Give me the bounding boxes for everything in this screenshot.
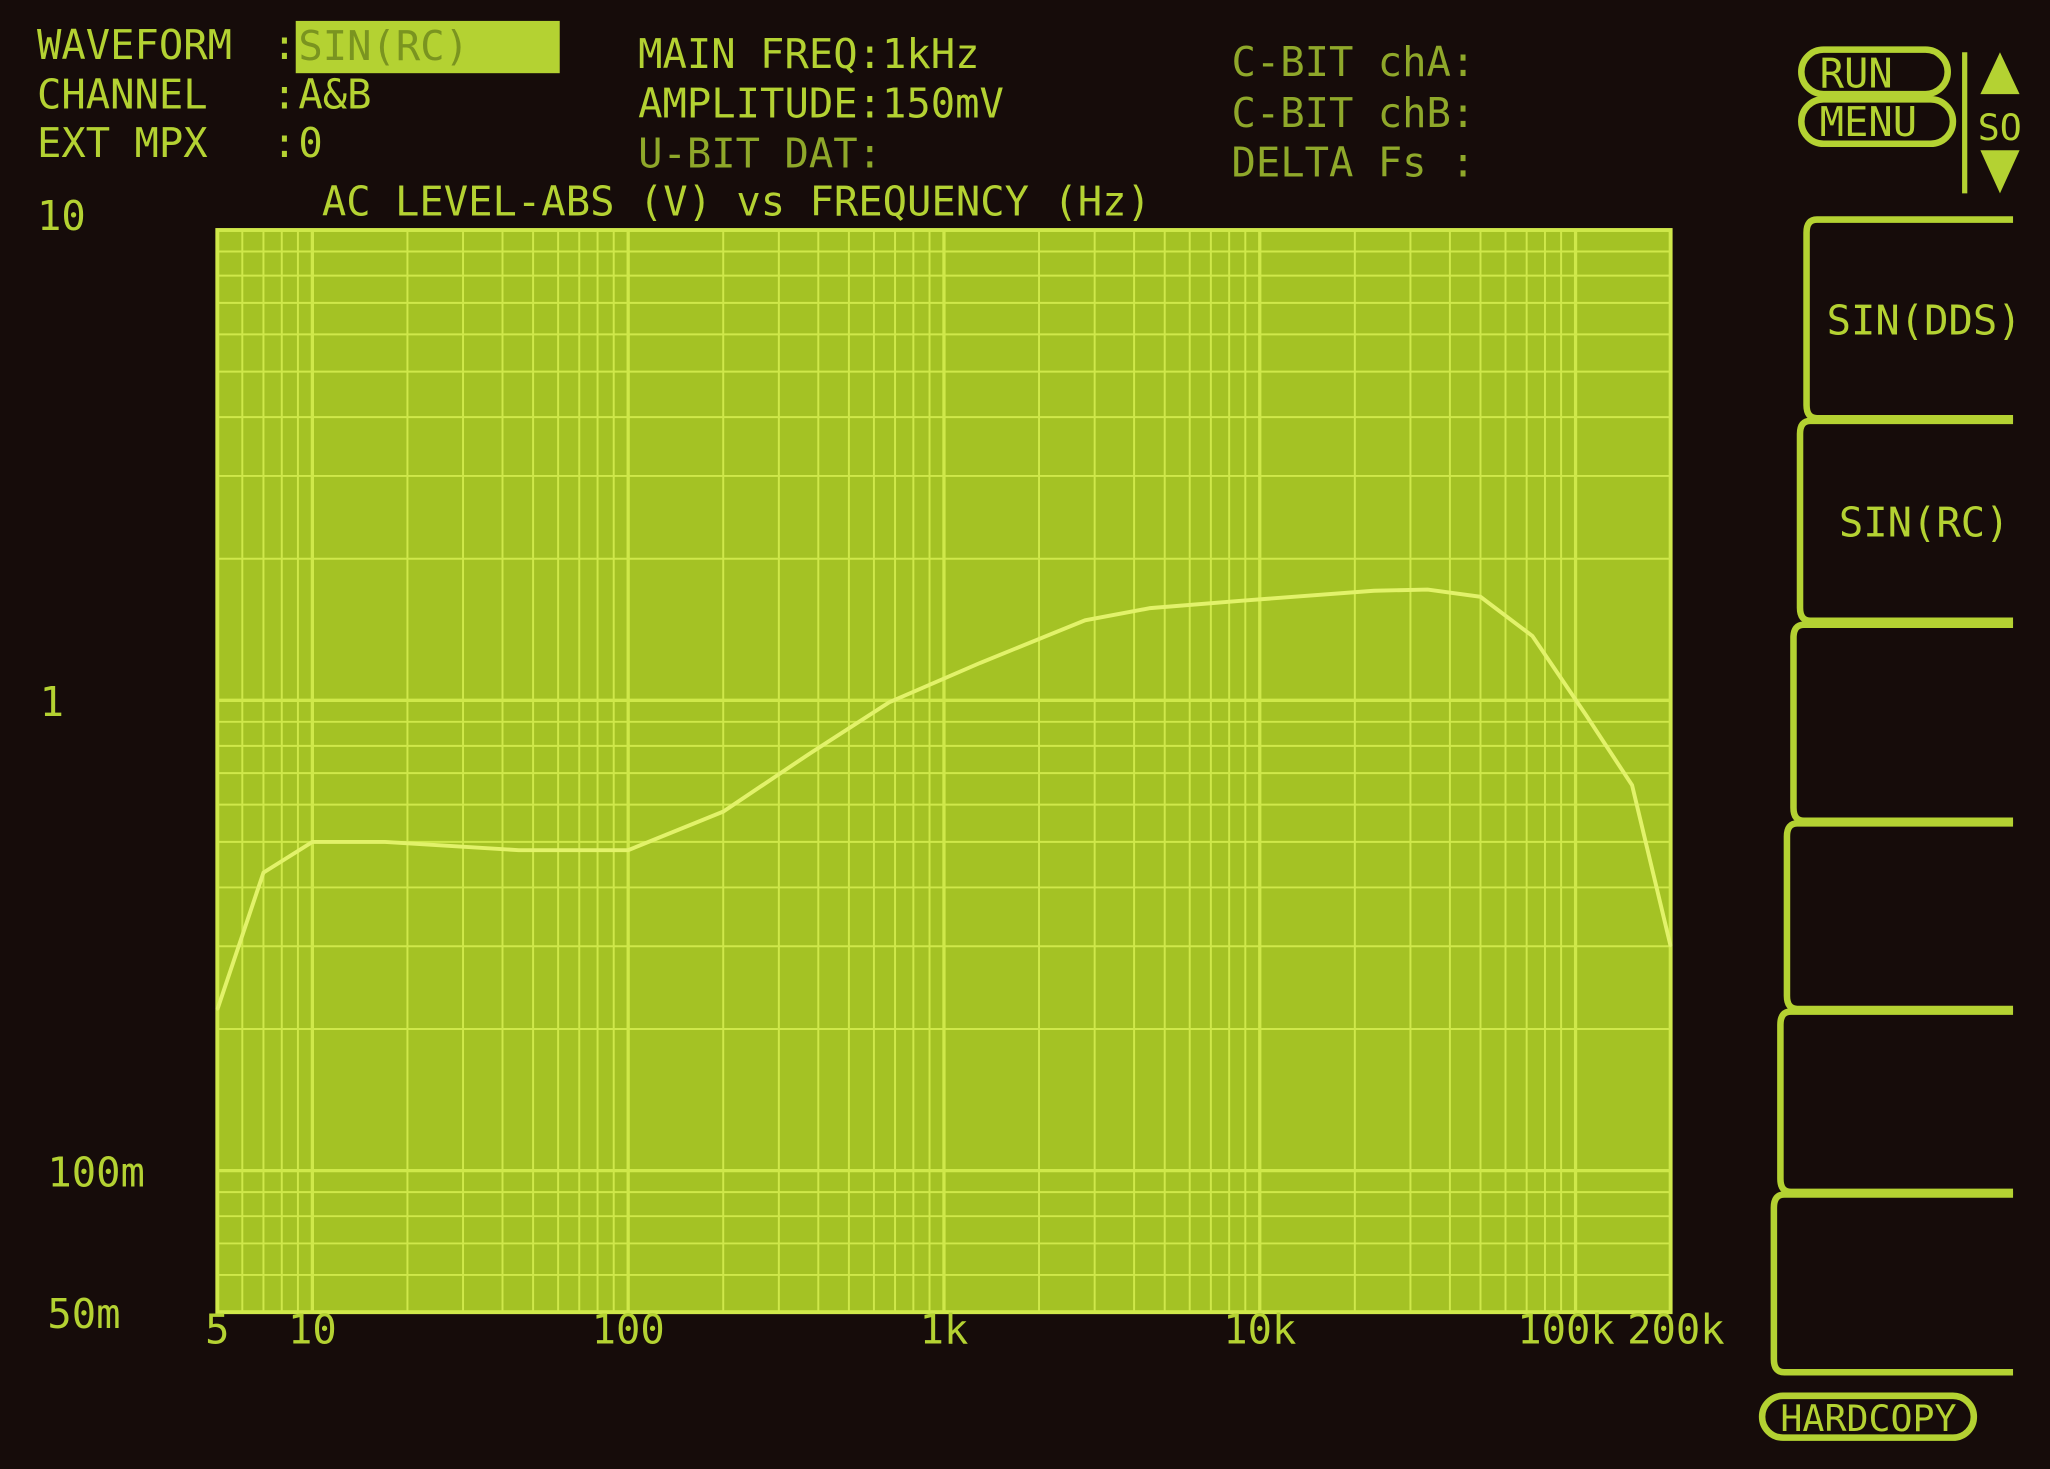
data-point <box>1242 599 1245 602</box>
data-point <box>216 1008 219 1011</box>
data-point <box>808 752 811 755</box>
colon: : <box>272 119 296 167</box>
x-tick-label: 10 <box>288 1306 337 1354</box>
data-point <box>722 810 725 813</box>
channel-value: A&B <box>298 70 371 118</box>
softkey-3[interactable] <box>1790 621 2014 825</box>
ext-mpx-value: 0 <box>298 119 322 167</box>
delta-fs: DELTA Fs : <box>1231 138 1475 186</box>
data-point <box>978 662 981 665</box>
y-tick-label: 1 <box>40 678 64 726</box>
data-point <box>517 849 520 852</box>
triangle-down-icon[interactable] <box>1980 150 2020 194</box>
waveform-label: WAVEFORM <box>37 21 232 69</box>
colon: : <box>272 21 296 69</box>
cbit-chb: C-BIT chB: <box>1231 89 1475 137</box>
waveform-value[interactable]: SIN(RC) <box>298 22 469 70</box>
softkey-label: SIN(RC) <box>1839 498 2010 546</box>
x-tick-label: 200k <box>1627 1306 1725 1354</box>
x-tick-labels: 5 10 100 1k 10k 100k 200k <box>205 1306 1725 1354</box>
hardcopy-label: HARDCOPY <box>1780 1397 1956 1440</box>
data-point <box>1149 607 1152 610</box>
softkey-1[interactable]: SIN(DDS) <box>1803 216 2022 422</box>
channel-label: CHANNEL <box>37 70 208 118</box>
x-tick-label: 100k <box>1517 1306 1615 1354</box>
data-point <box>311 840 314 843</box>
data-point <box>627 849 630 852</box>
cbit-cha: C-BIT chA: <box>1231 38 1475 86</box>
waveform-highlight[interactable] <box>295 20 560 74</box>
menu-button[interactable]: MENU <box>1798 96 1957 148</box>
x-tick-label: 100 <box>592 1306 665 1354</box>
data-point <box>1372 589 1376 592</box>
data-point <box>262 871 265 874</box>
triangle-up-icon[interactable] <box>1980 52 2020 95</box>
data-point <box>887 701 891 704</box>
plot-border <box>215 228 1673 1315</box>
data-point <box>1585 714 1588 717</box>
data-point <box>384 840 387 843</box>
ext-mpx-label: EXT MPX <box>37 119 208 167</box>
x-tick-label: 5 <box>205 1306 229 1354</box>
data-point <box>1084 619 1087 622</box>
softkey-2[interactable]: SIN(RC) <box>1796 417 2014 625</box>
so-label: SO <box>1978 106 2022 149</box>
data-point <box>1531 634 1534 638</box>
menu-label: MENU <box>1820 98 1918 146</box>
chart-title: AC LEVEL-ABS (V) vs FREQUENCY (Hz) <box>322 178 1151 226</box>
x-tick-label: 1k <box>920 1306 969 1354</box>
softkey-panel: SIN(DDS) SIN(RC) <box>1770 216 2022 1376</box>
colon: : <box>272 70 296 118</box>
y-tick-label: 100m <box>47 1148 145 1196</box>
y-tick-label: 50m <box>47 1290 120 1338</box>
hardcopy-button[interactable]: HARDCOPY <box>1758 1392 1978 1441</box>
amplitude: AMPLITUDE:150mV <box>638 80 1004 128</box>
softkey-6[interactable] <box>1770 1191 2014 1376</box>
softkey-4[interactable] <box>1783 820 2014 1013</box>
ubit-dat: U-BIT DAT: <box>638 129 882 177</box>
plot-area <box>215 228 1673 1315</box>
softkey-5[interactable] <box>1777 1008 2014 1196</box>
y-tick-labels: 10 1 100m 50m <box>37 192 145 1338</box>
data-point <box>1426 588 1429 591</box>
softkey-label: SIN(DDS) <box>1827 297 2022 345</box>
series-line <box>215 587 1673 1011</box>
run-button[interactable]: RUN <box>1798 46 1951 98</box>
y-tick-label: 10 <box>37 192 86 240</box>
data-point <box>1479 595 1482 598</box>
main-freq: MAIN FREQ:1kHz <box>638 30 979 78</box>
x-tick-label: 10k <box>1223 1306 1296 1354</box>
data-point <box>1669 945 1672 948</box>
run-label: RUN <box>1820 50 1893 98</box>
data-point <box>1631 784 1634 787</box>
